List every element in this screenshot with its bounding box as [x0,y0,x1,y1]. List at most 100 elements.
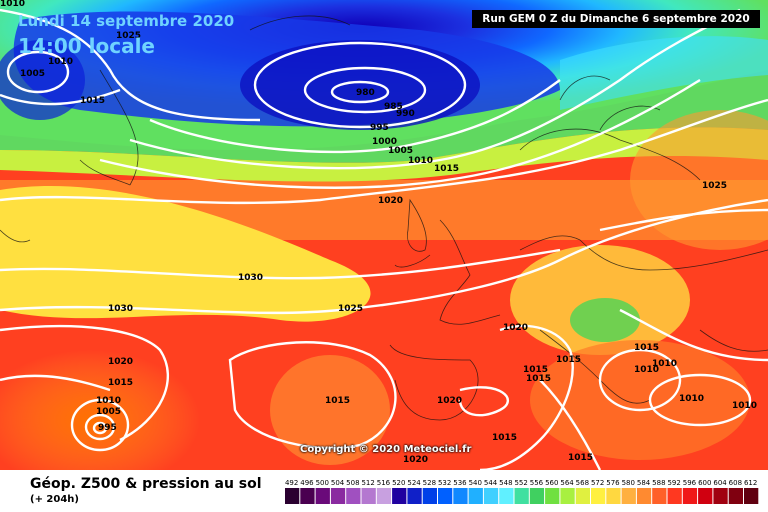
isobar-label: 1005 [20,69,45,79]
forecast-date: Lundi 14 septembre 2020 [18,12,235,30]
legend-swatch [300,488,315,504]
isobar-label: 1020 [503,323,528,333]
legend-swatch [545,488,560,504]
isobar-labels: 1010 1025 1010 1005 1015 980 985 990 995… [0,0,757,465]
isobar-label: 1030 [238,273,263,283]
legend-swatch [422,488,437,504]
isobar-label: 1010 [652,359,677,369]
map-title: Géop. Z500 & pression au sol [30,476,262,492]
isobar-label: 1020 [437,396,462,406]
color-legend: 492 496 500 504 508 512 516 520 524 528 532 536 540 5… [285,479,759,504]
legend-tick-label: 532 [438,479,451,487]
isobar-label: 1015 [492,433,517,443]
legend-swatch [621,488,636,504]
forecast-lead: (+ 204h) [30,494,79,505]
legend-tick-label: 576 [606,479,620,487]
legend-tick-label: 548 [499,479,512,487]
isobar-label: 1015 [434,164,459,174]
field-blue-center [240,40,480,130]
legend-swatch [499,488,514,504]
legend-tick-label: 504 [331,479,345,487]
legend-tick-label: 584 [637,479,651,487]
legend-tick-label: 536 [453,479,467,487]
isobar-label: 1020 [403,455,428,465]
legend-tick-label: 520 [392,479,405,487]
legend-swatch [346,488,361,504]
legend-swatch [529,488,545,504]
legend-tick-label: 600 [698,479,711,487]
legend-tick-label: 516 [377,479,391,487]
legend-tick-label: 540 [469,479,482,487]
legend-tick-label: 508 [346,479,359,487]
geopotential-map: 1010 1025 1010 1005 1015 980 985 990 995… [0,0,768,470]
legend-swatch [330,488,346,504]
legend-swatch [606,488,621,504]
field-yellow-north [0,127,768,182]
legend-swatch [560,488,575,504]
legend-tick-label: 556 [530,479,544,487]
legend-tick-label: 512 [361,479,374,487]
isobar-label: 1015 [108,378,133,388]
isobar-label: 1025 [702,181,727,191]
forecast-time: 14:00 locale [18,34,155,58]
legend-swatch [514,488,529,504]
legend-swatch [636,488,652,504]
model-run-banner: Run GEM 0 Z du Dimanche 6 septembre 2020 [472,10,760,28]
isobar-label: 1020 [378,196,403,206]
legend-swatch [468,488,483,504]
isobar-label: 1010 [0,0,25,9]
isobars [0,8,768,470]
isobar-label: 1015 [80,96,105,106]
legend-swatch [728,488,743,504]
legend-swatch [438,488,453,504]
legend-tick-label: 568 [576,479,589,487]
isobar-label: 1015 [634,343,659,353]
legend-tick-label: 592 [667,479,680,487]
legend-swatch [698,488,713,504]
coastlines [0,15,768,421]
legend-swatch [575,488,590,504]
legend-swatch [682,488,698,504]
isobar-label: 1010 [679,394,704,404]
legend-tick-label: 580 [622,479,635,487]
isobar-label: 980 [356,88,375,98]
legend-swatch [392,488,407,504]
isobar-label: 990 [396,109,415,119]
legend-swatch [361,488,376,504]
isobar-label: 1015 [556,355,581,365]
field-yellow-band [0,186,371,322]
isobar-label: 1010 [732,401,757,411]
legend-swatch [652,488,667,504]
isobar-label: 1025 [116,31,141,41]
legend-tick-label: 588 [652,479,665,487]
isobar-label: 1015 [325,396,350,406]
field-green-central [570,298,640,342]
legend-swatch [713,488,728,504]
isobar-label: 985 [384,102,403,112]
isobar-label: 995 [370,123,389,133]
legend-tick-label: 496 [300,479,314,487]
isobar-label: 1025 [338,304,363,314]
isobar-label: 1005 [388,146,413,156]
isobar-label: 1010 [96,396,121,406]
legend-tick-label: 524 [407,479,421,487]
legend-tick-label: 596 [683,479,697,487]
isobar-label: 1015 [526,374,551,384]
legend-tick-label: 612 [744,479,757,487]
isobar-label: 995 [98,423,117,433]
legend-tick-label: 572 [591,479,604,487]
copyright-notice: Copyright © 2020 Meteociel.fr [300,444,472,455]
isobar-label: 1010 [634,365,659,375]
legend-tick-label: 552 [514,479,527,487]
legend-tick-label: 528 [423,479,436,487]
isobar-label: 1015 [568,453,593,463]
legend-tick-label: 608 [729,479,742,487]
legend-swatch [285,488,300,504]
legend-tick-label: 492 [285,479,298,487]
isobar-label: 1010 [48,57,73,67]
isobar-label: 1015 [523,365,548,375]
legend-tick-label: 604 [713,479,727,487]
legend-tick-label: 500 [316,479,329,487]
isobar-label: 1010 [408,156,433,166]
legend-swatch [407,488,422,504]
